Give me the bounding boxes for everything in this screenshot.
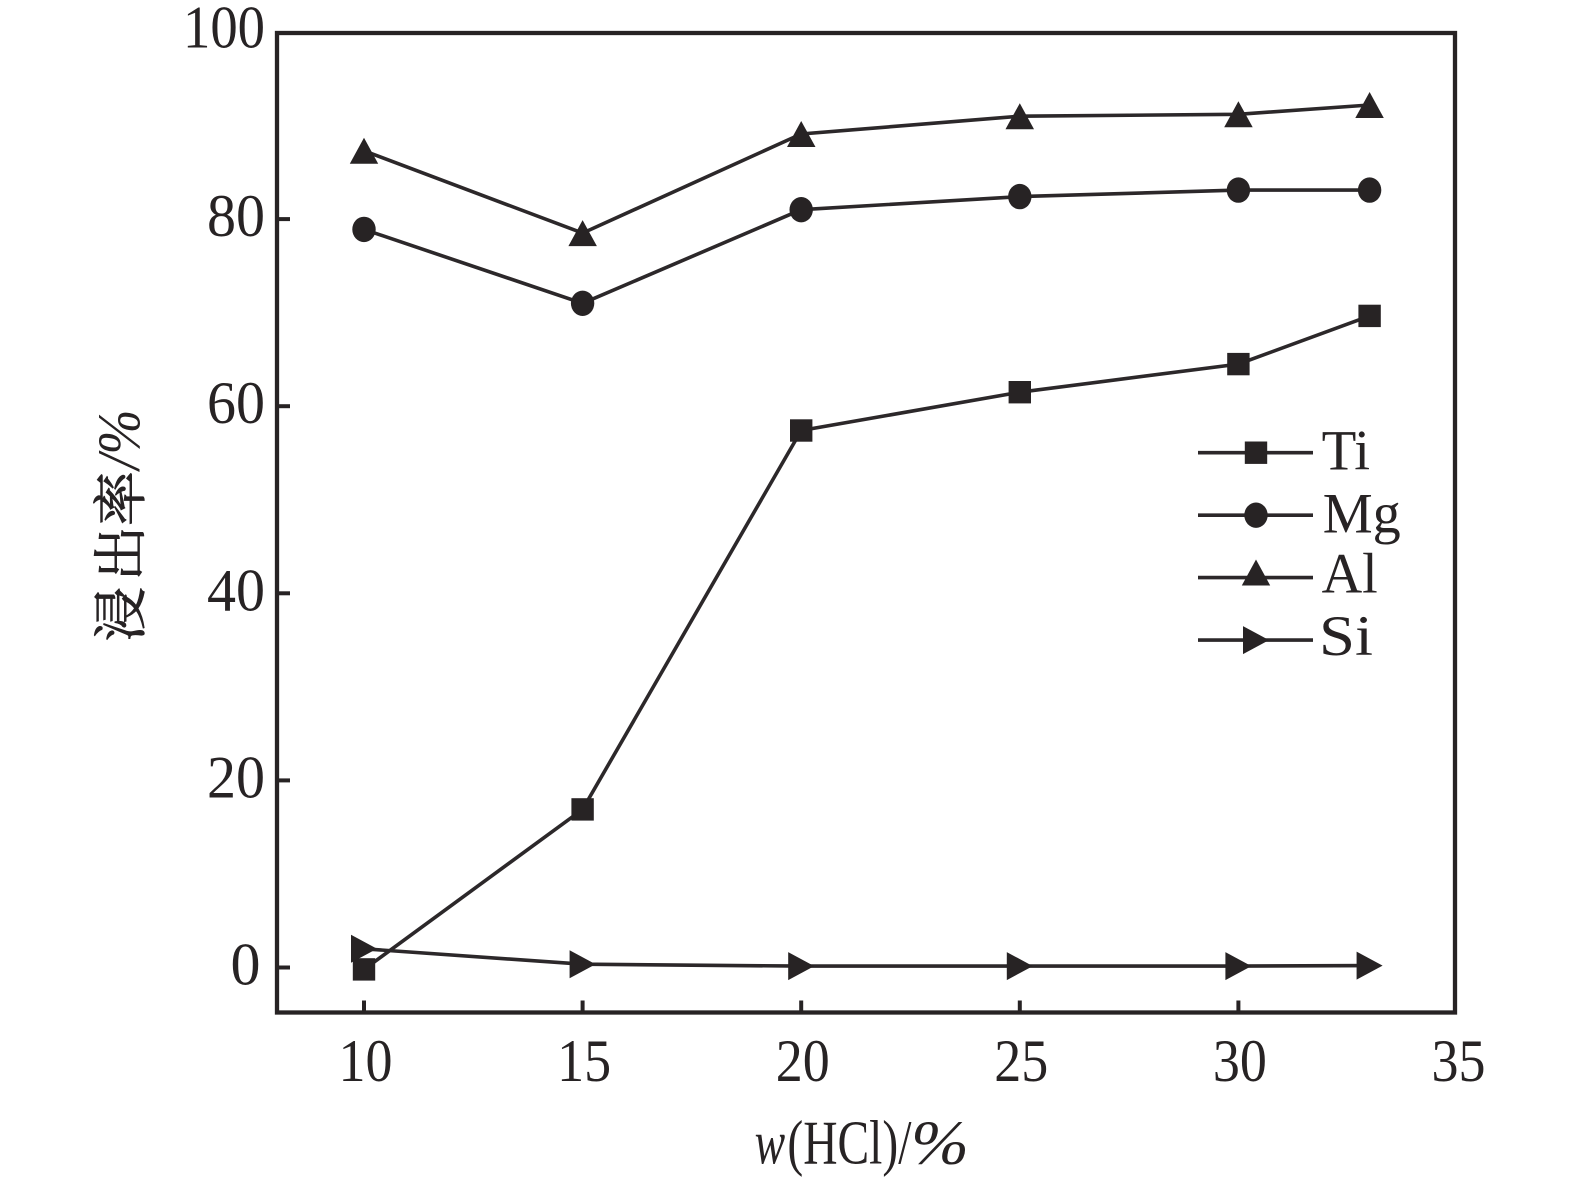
svg-text:20: 20 [207, 744, 265, 810]
svg-text:35: 35 [1432, 1028, 1486, 1094]
svg-text:15: 15 [557, 1028, 611, 1094]
svg-text:60: 60 [207, 370, 265, 436]
svg-text:/%: /% [86, 410, 152, 473]
svg-text:20: 20 [776, 1028, 830, 1094]
svg-text:25: 25 [994, 1028, 1048, 1094]
svg-text:80: 80 [207, 183, 265, 249]
svg-text:(HCl)/: (HCl)/ [787, 1110, 912, 1178]
svg-text:0: 0 [231, 932, 261, 998]
svg-text:30: 30 [1213, 1028, 1267, 1094]
svg-text:w: w [755, 1110, 786, 1178]
svg-text:Ti: Ti [1322, 420, 1371, 483]
svg-text:10: 10 [339, 1028, 393, 1094]
svg-text:%: % [911, 1110, 969, 1178]
svg-text:Si: Si [1319, 605, 1373, 668]
svg-text:100: 100 [183, 0, 265, 61]
svg-text:40: 40 [207, 557, 265, 623]
svg-text:Mg: Mg [1323, 483, 1401, 546]
svg-text:Al: Al [1322, 543, 1378, 606]
